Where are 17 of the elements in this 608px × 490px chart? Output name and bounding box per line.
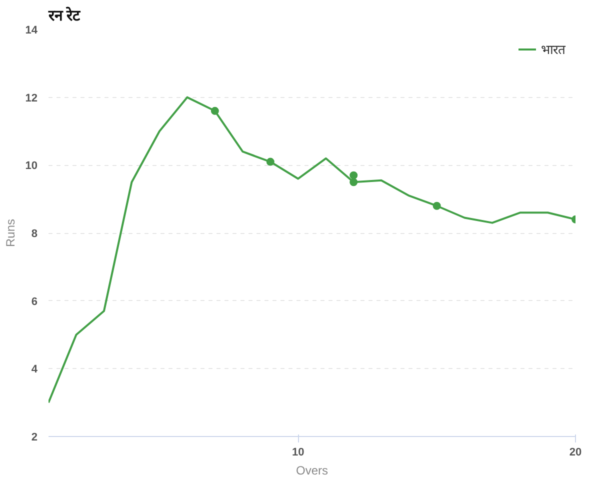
y-tick-label: 8 bbox=[31, 228, 38, 240]
x-tick-label: 20 bbox=[569, 446, 582, 458]
x-axis-title: Overs bbox=[296, 464, 328, 478]
point bbox=[432, 202, 441, 210]
y-tick-label: 10 bbox=[25, 160, 38, 172]
point bbox=[350, 171, 358, 180]
y-tick-label: 14 bbox=[25, 24, 38, 36]
y-tick-label: 2 bbox=[31, 432, 38, 444]
point bbox=[210, 106, 219, 115]
y-tick-label: 6 bbox=[31, 296, 38, 308]
y-axis-title: Runs bbox=[3, 218, 18, 248]
y-tick-label: 12 bbox=[25, 92, 38, 104]
y-tick-label: 4 bbox=[31, 364, 38, 376]
point bbox=[266, 158, 274, 166]
point bbox=[350, 178, 358, 186]
chart-title: रन रेट bbox=[48, 6, 82, 24]
legend-label: भारत bbox=[541, 41, 565, 58]
